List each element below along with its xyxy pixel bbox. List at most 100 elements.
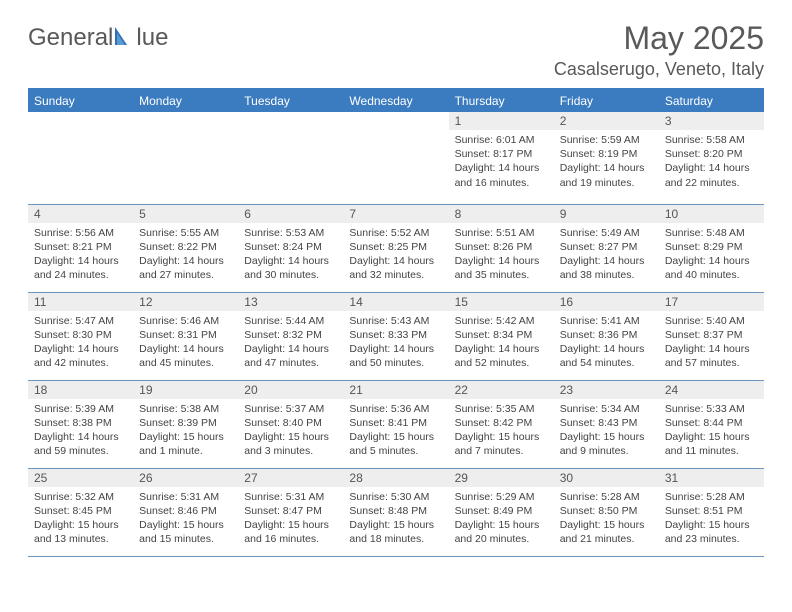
sunrise-text: Sunrise: 5:30 AM — [349, 490, 442, 504]
day-number: 21 — [343, 381, 448, 399]
daylight-text-2: and 19 minutes. — [560, 176, 653, 190]
daylight-text-1: Daylight: 14 hours — [560, 161, 653, 175]
daylight-text-1: Daylight: 15 hours — [244, 518, 337, 532]
daylight-text-2: and 42 minutes. — [34, 356, 127, 370]
daylight-text-2: and 20 minutes. — [455, 532, 548, 546]
calendar-cell: 11Sunrise: 5:47 AMSunset: 8:30 PMDayligh… — [28, 292, 133, 380]
calendar-cell: 18Sunrise: 5:39 AMSunset: 8:38 PMDayligh… — [28, 380, 133, 468]
daylight-text-2: and 32 minutes. — [349, 268, 442, 282]
weekday-header: Thursday — [449, 89, 554, 112]
day-number: 19 — [133, 381, 238, 399]
daylight-text-1: Daylight: 14 hours — [455, 161, 548, 175]
daylight-text-2: and 59 minutes. — [34, 444, 127, 458]
sunrise-text: Sunrise: 5:42 AM — [455, 314, 548, 328]
sunrise-text: Sunrise: 5:35 AM — [455, 402, 548, 416]
calendar-cell: 4Sunrise: 5:56 AMSunset: 8:21 PMDaylight… — [28, 204, 133, 292]
day-number: 18 — [28, 381, 133, 399]
sunset-text: Sunset: 8:27 PM — [560, 240, 653, 254]
daylight-text-2: and 50 minutes. — [349, 356, 442, 370]
sunset-text: Sunset: 8:29 PM — [665, 240, 758, 254]
daylight-text-1: Daylight: 15 hours — [244, 430, 337, 444]
daylight-text-2: and 57 minutes. — [665, 356, 758, 370]
day-details: Sunrise: 5:48 AMSunset: 8:29 PMDaylight:… — [659, 223, 764, 287]
sunrise-text: Sunrise: 5:39 AM — [34, 402, 127, 416]
sunset-text: Sunset: 8:36 PM — [560, 328, 653, 342]
title-block: May 2025 Casalserugo, Veneto, Italy — [554, 20, 764, 80]
sunset-text: Sunset: 8:34 PM — [455, 328, 548, 342]
weekday-header: Friday — [554, 89, 659, 112]
calendar-cell: 19Sunrise: 5:38 AMSunset: 8:39 PMDayligh… — [133, 380, 238, 468]
calendar-cell: 9Sunrise: 5:49 AMSunset: 8:27 PMDaylight… — [554, 204, 659, 292]
sunrise-text: Sunrise: 5:37 AM — [244, 402, 337, 416]
sunrise-text: Sunrise: 5:29 AM — [455, 490, 548, 504]
day-details: Sunrise: 5:43 AMSunset: 8:33 PMDaylight:… — [343, 311, 448, 375]
calendar-row: 4Sunrise: 5:56 AMSunset: 8:21 PMDaylight… — [28, 204, 764, 292]
day-number: 30 — [554, 469, 659, 487]
sunset-text: Sunset: 8:21 PM — [34, 240, 127, 254]
day-number: 8 — [449, 205, 554, 223]
weekday-header: Wednesday — [343, 89, 448, 112]
sunrise-text: Sunrise: 6:01 AM — [455, 133, 548, 147]
day-details: Sunrise: 5:41 AMSunset: 8:36 PMDaylight:… — [554, 311, 659, 375]
weekday-header: Tuesday — [238, 89, 343, 112]
day-number: 22 — [449, 381, 554, 399]
day-details: Sunrise: 5:51 AMSunset: 8:26 PMDaylight:… — [449, 223, 554, 287]
calendar-body: 1Sunrise: 6:01 AMSunset: 8:17 PMDaylight… — [28, 112, 764, 556]
day-details: Sunrise: 5:32 AMSunset: 8:45 PMDaylight:… — [28, 487, 133, 551]
daylight-text-2: and 1 minute. — [139, 444, 232, 458]
day-number: 15 — [449, 293, 554, 311]
logo-text-left: General — [28, 24, 113, 52]
daylight-text-2: and 30 minutes. — [244, 268, 337, 282]
calendar-cell: 26Sunrise: 5:31 AMSunset: 8:46 PMDayligh… — [133, 468, 238, 556]
day-number: 10 — [659, 205, 764, 223]
day-number: 13 — [238, 293, 343, 311]
calendar-cell: 25Sunrise: 5:32 AMSunset: 8:45 PMDayligh… — [28, 468, 133, 556]
sunset-text: Sunset: 8:46 PM — [139, 504, 232, 518]
day-details: Sunrise: 5:55 AMSunset: 8:22 PMDaylight:… — [133, 223, 238, 287]
daylight-text-2: and 23 minutes. — [665, 532, 758, 546]
daylight-text-1: Daylight: 14 hours — [34, 342, 127, 356]
page-header: General lue May 2025 Casalserugo, Veneto… — [28, 20, 764, 80]
logo: General lue — [28, 24, 168, 52]
sunrise-text: Sunrise: 5:38 AM — [139, 402, 232, 416]
daylight-text-2: and 11 minutes. — [665, 444, 758, 458]
sunset-text: Sunset: 8:45 PM — [34, 504, 127, 518]
calendar-cell: 28Sunrise: 5:30 AMSunset: 8:48 PMDayligh… — [343, 468, 448, 556]
calendar-cell: 21Sunrise: 5:36 AMSunset: 8:41 PMDayligh… — [343, 380, 448, 468]
calendar-cell: 22Sunrise: 5:35 AMSunset: 8:42 PMDayligh… — [449, 380, 554, 468]
daylight-text-2: and 18 minutes. — [349, 532, 442, 546]
weekday-header-row: Sunday Monday Tuesday Wednesday Thursday… — [28, 89, 764, 112]
sunrise-text: Sunrise: 5:55 AM — [139, 226, 232, 240]
day-number: 26 — [133, 469, 238, 487]
day-number: 17 — [659, 293, 764, 311]
daylight-text-1: Daylight: 15 hours — [139, 518, 232, 532]
calendar-cell: 3Sunrise: 5:58 AMSunset: 8:20 PMDaylight… — [659, 112, 764, 204]
daylight-text-2: and 5 minutes. — [349, 444, 442, 458]
calendar-cell: 29Sunrise: 5:29 AMSunset: 8:49 PMDayligh… — [449, 468, 554, 556]
daylight-text-1: Daylight: 14 hours — [139, 254, 232, 268]
day-details: Sunrise: 5:47 AMSunset: 8:30 PMDaylight:… — [28, 311, 133, 375]
day-details: Sunrise: 5:44 AMSunset: 8:32 PMDaylight:… — [238, 311, 343, 375]
daylight-text-1: Daylight: 14 hours — [34, 430, 127, 444]
sunset-text: Sunset: 8:37 PM — [665, 328, 758, 342]
calendar-cell — [133, 112, 238, 204]
sunrise-text: Sunrise: 5:41 AM — [560, 314, 653, 328]
sunrise-text: Sunrise: 5:31 AM — [244, 490, 337, 504]
sunset-text: Sunset: 8:50 PM — [560, 504, 653, 518]
daylight-text-1: Daylight: 15 hours — [349, 430, 442, 444]
day-details: Sunrise: 5:30 AMSunset: 8:48 PMDaylight:… — [343, 487, 448, 551]
daylight-text-1: Daylight: 14 hours — [560, 342, 653, 356]
calendar-cell: 30Sunrise: 5:28 AMSunset: 8:50 PMDayligh… — [554, 468, 659, 556]
day-details: Sunrise: 5:33 AMSunset: 8:44 PMDaylight:… — [659, 399, 764, 463]
sunrise-text: Sunrise: 5:36 AM — [349, 402, 442, 416]
daylight-text-2: and 22 minutes. — [665, 176, 758, 190]
sunrise-text: Sunrise: 5:48 AM — [665, 226, 758, 240]
sunset-text: Sunset: 8:51 PM — [665, 504, 758, 518]
day-number: 25 — [28, 469, 133, 487]
calendar-row: 11Sunrise: 5:47 AMSunset: 8:30 PMDayligh… — [28, 292, 764, 380]
sunrise-text: Sunrise: 5:52 AM — [349, 226, 442, 240]
weekday-header: Saturday — [659, 89, 764, 112]
day-details: Sunrise: 5:53 AMSunset: 8:24 PMDaylight:… — [238, 223, 343, 287]
daylight-text-2: and 16 minutes. — [455, 176, 548, 190]
sunset-text: Sunset: 8:19 PM — [560, 147, 653, 161]
